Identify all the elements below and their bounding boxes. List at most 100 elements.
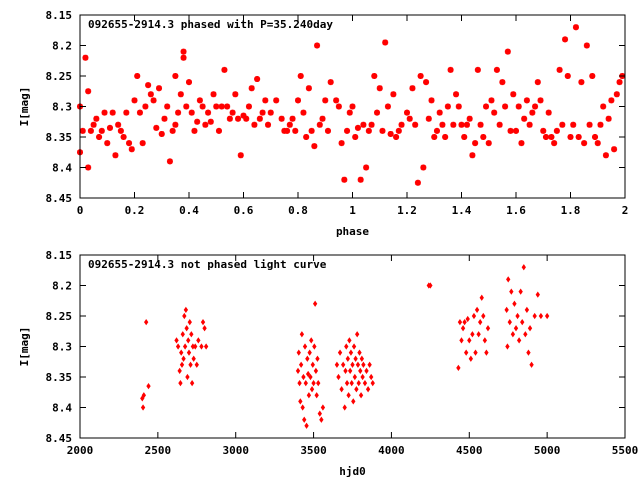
- data-point: [505, 343, 510, 350]
- data-point: [379, 127, 386, 134]
- data-point: [183, 103, 190, 110]
- data-point: [462, 318, 467, 326]
- data-point: [538, 312, 544, 320]
- data-point: [85, 164, 92, 171]
- data-point: [564, 73, 571, 79]
- data-point: [605, 115, 612, 122]
- data-point: [128, 146, 135, 153]
- unphased-data-points: [140, 264, 550, 429]
- data-point: [237, 152, 244, 159]
- data-point: [592, 134, 599, 140]
- data-point: [589, 73, 596, 79]
- data-point: [447, 66, 454, 73]
- data-point: [215, 127, 222, 134]
- data-point: [583, 42, 590, 49]
- data-point: [134, 73, 141, 79]
- data-point: [210, 91, 217, 98]
- data-point: [355, 361, 361, 368]
- x-tick-label: 1.4: [452, 204, 472, 217]
- data-point: [406, 115, 413, 122]
- data-point: [360, 121, 367, 128]
- data-point: [196, 337, 201, 344]
- data-point: [295, 97, 301, 104]
- data-point: [175, 109, 182, 116]
- data-point: [313, 367, 319, 375]
- data-point: [319, 115, 326, 122]
- data-point: [361, 361, 366, 368]
- data-point: [180, 48, 187, 55]
- data-point: [491, 109, 498, 116]
- data-point: [542, 134, 549, 140]
- data-point: [572, 24, 579, 31]
- data-point: [298, 398, 303, 405]
- y-tick-label: 8.3: [52, 341, 72, 354]
- chart-title: 092655-2914.3 not phased light curve: [88, 258, 327, 271]
- data-point: [289, 115, 296, 122]
- data-point: [175, 343, 181, 350]
- data-point: [302, 343, 308, 350]
- data-point: [309, 386, 315, 393]
- data-point: [265, 121, 272, 128]
- data-point: [96, 134, 103, 140]
- data-point: [570, 121, 577, 128]
- data-point: [314, 392, 319, 399]
- data-point: [273, 97, 280, 104]
- data-point: [359, 355, 365, 362]
- data-point: [567, 134, 574, 140]
- data-point: [158, 130, 165, 137]
- data-point: [344, 127, 351, 134]
- data-point: [423, 79, 430, 86]
- data-point: [308, 127, 315, 134]
- data-point: [485, 140, 492, 147]
- data-point: [340, 361, 346, 368]
- data-point: [518, 140, 525, 147]
- data-point: [301, 373, 306, 381]
- data-point: [387, 130, 394, 137]
- data-point: [189, 379, 195, 387]
- data-point: [306, 392, 312, 399]
- data-point: [297, 73, 304, 79]
- unphased-light-curve-panel: 2000 2500 3000 3500 4000 4500 5000 5500 8.15 8.2 8…: [18, 249, 638, 478]
- data-point: [480, 134, 487, 140]
- data-point: [314, 42, 321, 49]
- y-axis-label: I[mag]: [18, 327, 31, 367]
- data-point: [471, 312, 477, 320]
- data-point: [123, 109, 130, 116]
- data-point: [358, 392, 364, 399]
- data-point: [463, 121, 470, 128]
- data-point: [262, 97, 269, 104]
- data-point: [518, 288, 523, 295]
- y-tick-label: 8.25: [46, 70, 73, 83]
- data-point: [420, 164, 427, 171]
- data-point: [425, 115, 432, 122]
- data-point: [345, 355, 350, 362]
- data-point: [339, 386, 344, 393]
- data-point: [284, 127, 291, 134]
- data-point: [191, 355, 196, 362]
- x-tick-label: 0.2: [125, 204, 145, 217]
- data-point: [510, 331, 516, 338]
- data-point: [384, 103, 391, 110]
- data-point: [334, 361, 340, 368]
- data-point: [145, 82, 152, 89]
- data-point: [342, 404, 347, 411]
- data-point: [199, 343, 204, 350]
- y-tick-label: 8.45: [46, 192, 73, 205]
- data-point: [146, 383, 151, 390]
- data-point: [478, 318, 483, 326]
- data-point: [180, 54, 187, 61]
- data-point: [310, 361, 315, 368]
- data-point: [504, 48, 511, 55]
- data-point: [90, 121, 97, 128]
- x-tick-label: 0.4: [179, 204, 199, 217]
- data-point: [362, 379, 368, 387]
- y-tick-label: 8.35: [46, 131, 73, 144]
- y-tick-label: 8.45: [46, 432, 73, 445]
- data-point: [304, 422, 309, 429]
- data-point: [523, 331, 528, 338]
- data-point: [101, 109, 108, 116]
- data-point: [358, 367, 363, 375]
- x-tick-label: 4500: [456, 444, 483, 457]
- x-tick-label: 1: [349, 204, 356, 217]
- data-point: [196, 97, 203, 104]
